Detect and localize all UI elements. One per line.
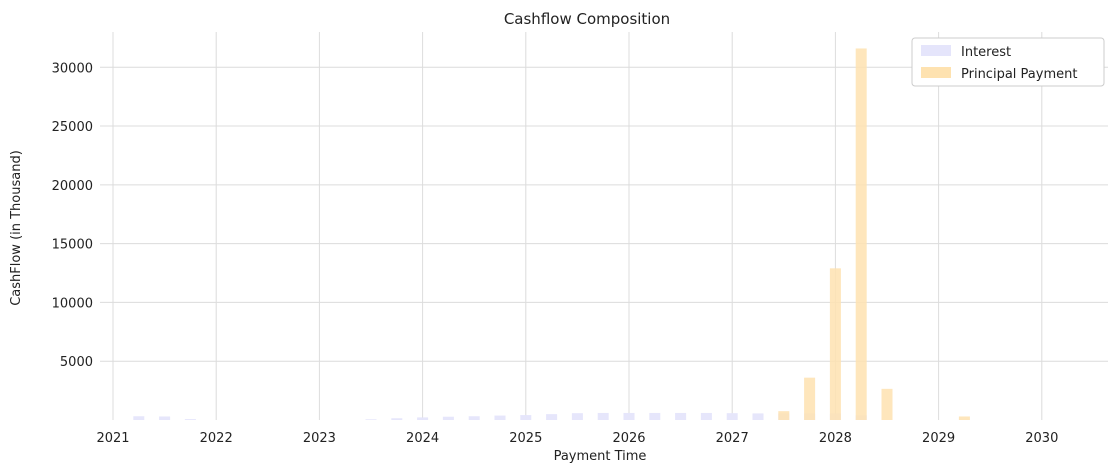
- legend: Interest Principal Payment: [911, 37, 1105, 87]
- legend-label-interest: Interest: [961, 45, 1011, 60]
- bar-interest: [417, 417, 429, 420]
- bar-interest: [184, 419, 196, 420]
- bar-interest: [623, 412, 635, 420]
- bar-principal-payment: [958, 416, 970, 420]
- legend-swatch-interest: [921, 45, 951, 56]
- x-tick-label: 2021: [96, 431, 129, 446]
- y-tick-label: 30000: [52, 61, 93, 76]
- bar-interest: [520, 415, 532, 420]
- bar-interest: [494, 415, 506, 420]
- bar-interest: [468, 416, 480, 420]
- bar-interest: [365, 419, 377, 420]
- legend-frame: [911, 37, 1105, 87]
- bar-interest: [391, 418, 403, 420]
- bar-principal-payment: [829, 268, 841, 420]
- y-tick-label: 10000: [52, 296, 93, 311]
- bar-interest: [571, 413, 583, 420]
- x-tick-label: 2027: [716, 431, 749, 446]
- bar-interest: [726, 413, 738, 420]
- chart-title: Cashflow Composition: [504, 10, 670, 28]
- legend-label-principal-payment: Principal Payment: [961, 67, 1077, 82]
- y-tick-label: 20000: [52, 179, 93, 194]
- y-axis-label: CashFlow (in Thousand): [9, 150, 24, 306]
- x-tick-label: 2025: [509, 431, 542, 446]
- bar-interest: [133, 416, 145, 420]
- x-tick-label: 2023: [303, 431, 336, 446]
- x-tick-label: 2028: [819, 431, 852, 446]
- x-tick-label: 2029: [922, 431, 955, 446]
- bar-interest: [649, 412, 661, 420]
- x-tick-label: 2024: [406, 431, 439, 446]
- ticks-layer: 2021 2022 2023 2024 2025 2026 2027 2028 2029 2030…: [52, 61, 1059, 446]
- legend-swatch-principal-payment: [921, 67, 951, 78]
- bar-interest: [752, 413, 764, 420]
- x-tick-label: 2022: [200, 431, 233, 446]
- x-tick-label: 2026: [612, 431, 645, 446]
- bar-principal-payment: [804, 377, 816, 420]
- bar-interest: [159, 416, 171, 420]
- bar-principal-payment: [778, 411, 790, 420]
- bar-interest: [442, 416, 454, 420]
- bar-interest: [546, 414, 558, 420]
- x-tick-label: 2030: [1025, 431, 1058, 446]
- bar-principal-payment: [881, 388, 893, 420]
- grid-layer: [100, 32, 1108, 420]
- y-tick-label: 25000: [52, 120, 93, 135]
- bar-principal-payment: [855, 48, 867, 421]
- bar-interest: [597, 412, 609, 420]
- bar-interest: [675, 412, 687, 420]
- bars-layer: [133, 48, 970, 421]
- y-tick-label: 5000: [60, 355, 93, 370]
- bar-interest: [700, 412, 712, 420]
- y-tick-label: 15000: [52, 238, 93, 253]
- x-axis-label: Payment Time: [554, 449, 647, 464]
